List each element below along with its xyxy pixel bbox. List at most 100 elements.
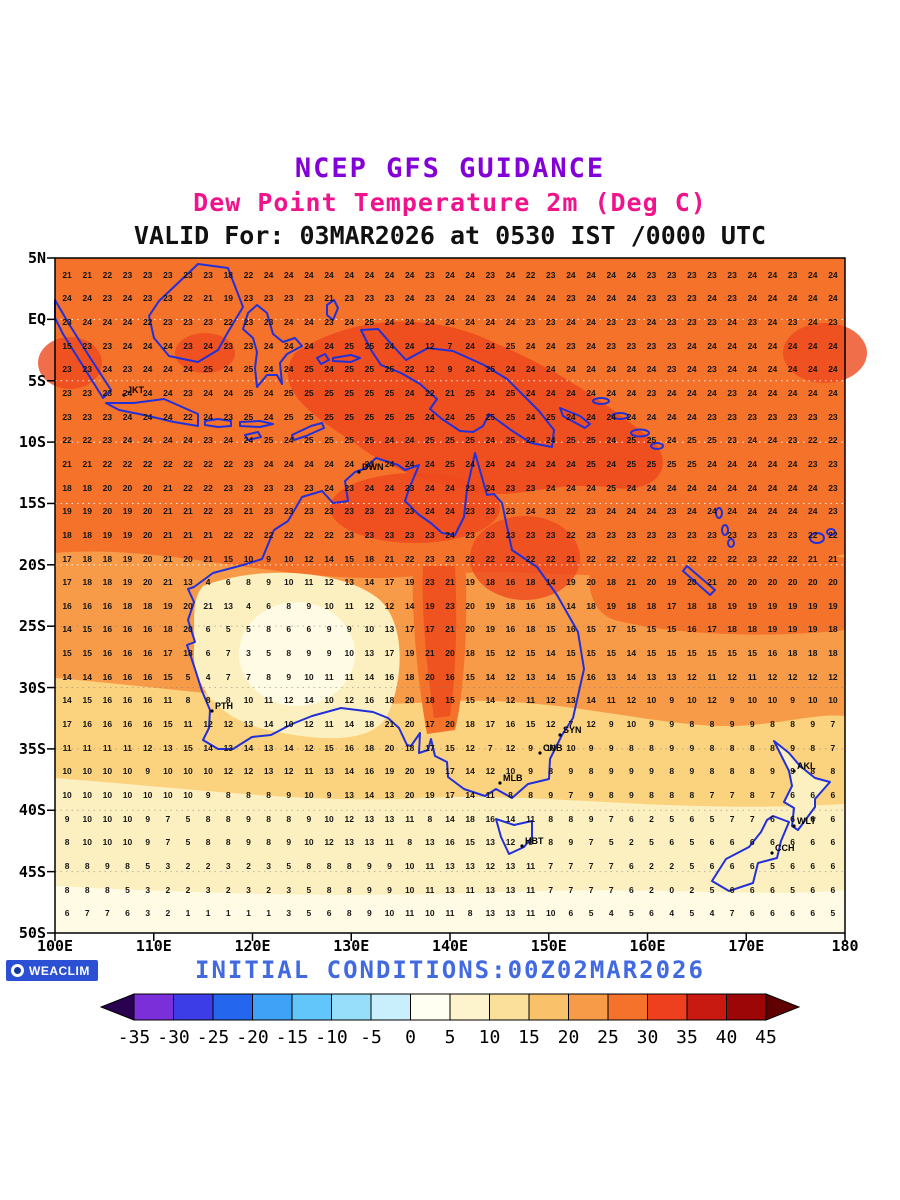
dewpoint-value: 12 — [223, 766, 234, 777]
dewpoint-value: 23 — [183, 340, 193, 351]
dewpoint-value: 8 — [790, 719, 795, 730]
dewpoint-value: 9 — [649, 766, 654, 777]
dewpoint-value: 23 — [102, 411, 113, 422]
lat-label: 30S — [18, 678, 46, 697]
lat-label: 50S — [18, 923, 46, 942]
dewpoint-value: 25 — [304, 364, 314, 375]
dewpoint-value: 12 — [384, 600, 395, 611]
dewpoint-value: 23 — [546, 506, 556, 517]
dewpoint-value: 12 — [203, 719, 213, 730]
dewpoint-value: 10 — [82, 789, 92, 800]
dewpoint-value: 12 — [425, 340, 435, 351]
dewpoint-value: 8 — [689, 719, 695, 730]
dewpoint-value: 16 — [505, 719, 516, 730]
initial-conditions-text: INITIAL CONDITIONS:00Z02MAR2026 — [195, 956, 705, 984]
dewpoint-value: 20 — [828, 577, 838, 588]
dewpoint-value: 5 — [225, 624, 231, 635]
dewpoint-value: 23 — [546, 269, 556, 280]
dewpoint-value: 2 — [165, 884, 171, 895]
dewpoint-value: 3 — [266, 860, 271, 871]
dewpoint-value: 24 — [546, 364, 556, 375]
lat-label: 5S — [27, 371, 46, 390]
dewpoint-value: 11 — [485, 789, 495, 800]
dewpoint-value: 16 — [82, 719, 92, 730]
dewpoint-value: 25 — [384, 364, 395, 375]
valid-time-text: VALID For: 03MAR2026 at 0530 IST /0000 U… — [133, 221, 767, 250]
dewpoint-value: 15 — [666, 624, 677, 635]
dewpoint-value: 25 — [626, 435, 637, 446]
dewpoint-value: 15 — [546, 624, 556, 635]
dewpoint-value: 24 — [828, 364, 838, 375]
dewpoint-value: 19 — [122, 529, 133, 540]
dewpoint-value: 22 — [324, 529, 334, 540]
dewpoint-value: 8 — [266, 789, 271, 800]
dewpoint-value: 23 — [344, 529, 354, 540]
dewpoint-value: 23 — [344, 293, 354, 304]
dewpoint-value: 15 — [525, 648, 536, 659]
dewpoint-value: 8 — [629, 742, 634, 753]
city-label: WLT — [797, 816, 816, 826]
dewpoint-value: 21 — [828, 553, 838, 564]
dewpoint-value: 3 — [145, 908, 151, 919]
dewpoint-value: 24 — [586, 364, 596, 375]
dewpoint-value: 10 — [546, 908, 556, 919]
dewpoint-value: 8 — [225, 837, 231, 848]
dewpoint-value: 18 — [404, 671, 415, 682]
lon-label: 100E — [36, 937, 74, 955]
dewpoint-value: 24 — [707, 388, 717, 399]
dewpoint-value: 8 — [749, 742, 755, 753]
dewpoint-value: 24 — [808, 293, 818, 304]
dewpoint-value: 3 — [225, 860, 231, 871]
dewpoint-value: 24 — [666, 482, 677, 493]
dewpoint-value: 24 — [646, 411, 657, 422]
dewpoint-value: 24 — [122, 317, 133, 328]
dewpoint-value: 7 — [165, 813, 171, 824]
dewpoint-value: 24 — [263, 411, 274, 422]
dewpoint-value: 24 — [404, 317, 415, 328]
dewpoint-value: 24 — [404, 340, 415, 351]
dewpoint-value: 17 — [163, 648, 173, 659]
dewpoint-value: 5 — [185, 671, 191, 682]
dewpoint-value: 22 — [243, 529, 254, 540]
dewpoint-value: 24 — [384, 269, 395, 280]
dewpoint-value: 24 — [163, 435, 173, 446]
dewpoint-value: 7 — [548, 884, 554, 895]
dewpoint-value: 23 — [82, 364, 92, 375]
coast-nz-south — [711, 815, 790, 892]
dewpoint-value: 16 — [62, 600, 72, 611]
dewpoint-value: 11 — [526, 884, 536, 895]
dewpoint-value: 19 — [485, 600, 496, 611]
dewpoint-value: 15 — [606, 648, 616, 659]
dewpoint-value: 6 — [266, 600, 271, 611]
dewpoint-value: 23 — [687, 317, 697, 328]
coast-tasmania — [495, 818, 533, 855]
dewpoint-value: 13 — [566, 695, 576, 706]
dewpoint-value: 23 — [404, 506, 415, 517]
dewpoint-value: 9 — [669, 719, 675, 730]
dewpoint-value: 18 — [646, 600, 657, 611]
dewpoint-value: 10 — [505, 766, 516, 777]
dewpoint-value: 23 — [163, 293, 173, 304]
dewpoint-value: 6 — [810, 860, 816, 871]
dewpoint-value: 22 — [223, 529, 234, 540]
dewpoint-value: 8 — [729, 766, 735, 777]
dewpoint-value: 24 — [808, 482, 818, 493]
dewpoint-value: 18 — [364, 553, 375, 564]
dewpoint-value: 16 — [142, 671, 153, 682]
dewpoint-value: 25 — [666, 458, 677, 469]
dewpoint-value: 2 — [185, 860, 191, 871]
dewpoint-value: 24 — [485, 482, 496, 493]
dewpoint-value: 18 — [787, 648, 798, 659]
dewpoint-value: 14 — [243, 742, 254, 753]
city-label: HBT — [525, 836, 544, 846]
dewpoint-value: 23 — [203, 269, 213, 280]
dewpoint-value: 23 — [243, 482, 254, 493]
dewpoint-value: 9 — [266, 553, 271, 564]
dewpoint-value: 24 — [364, 269, 375, 280]
dewpoint-value: 16 — [485, 813, 496, 824]
dewpoint-value: 23 — [82, 388, 92, 399]
dewpoint-value: 15 — [82, 648, 92, 659]
dewpoint-value: 13 — [445, 884, 455, 895]
dewpoint-value: 23 — [465, 529, 475, 540]
dewpoint-value: 23 — [646, 293, 657, 304]
